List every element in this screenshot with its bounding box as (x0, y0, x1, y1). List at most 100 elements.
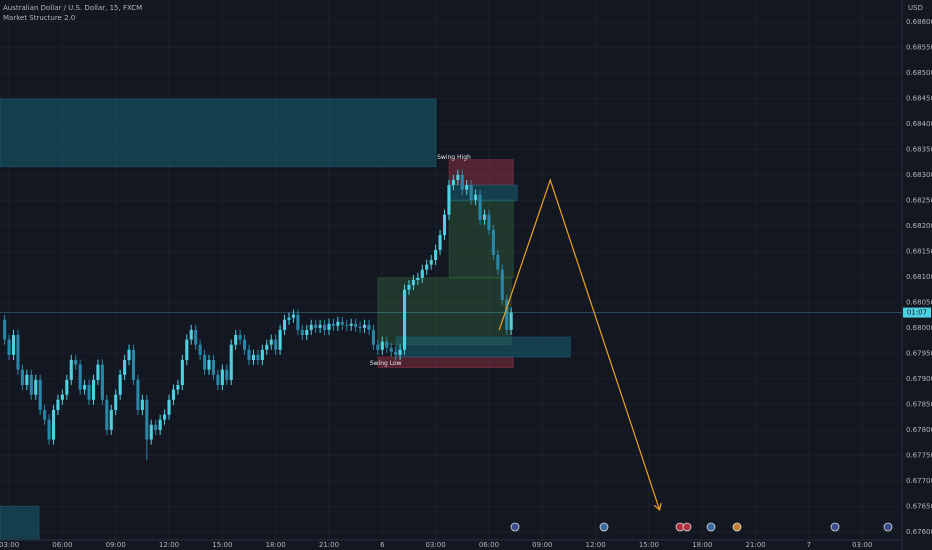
candle-body (225, 369, 229, 380)
price-label: 01:07 (907, 309, 927, 317)
candle-body (251, 354, 256, 360)
x-tick-label: 09:00 (106, 541, 126, 549)
x-tick-label: 18:00 (692, 541, 712, 549)
x-tick-label: 09:00 (532, 541, 552, 549)
candle-body (140, 399, 144, 410)
candle-body (203, 354, 207, 370)
candle-body (305, 329, 309, 336)
chart-title: Australian Dollar / U.S. Dollar, 15, FXC… (3, 4, 142, 12)
candle-body (43, 409, 47, 420)
candle-body (274, 339, 278, 350)
candle-body (482, 214, 487, 220)
candle-body (465, 185, 469, 190)
candle-body (51, 409, 56, 440)
arrow-head (653, 502, 662, 512)
candle-body (291, 314, 295, 318)
candle-body (163, 414, 167, 420)
candle-body (87, 384, 91, 400)
candle-body (434, 249, 438, 261)
candle-body (447, 185, 451, 215)
candle-body (243, 339, 247, 350)
x-tick-label: 03:00 (426, 541, 446, 549)
candle-body (362, 324, 367, 328)
candle-body (505, 299, 509, 330)
candle-body (469, 185, 473, 200)
candle-body (234, 335, 238, 345)
zone (0, 98, 437, 168)
candle-body (442, 214, 447, 236)
candle-body (358, 326, 362, 328)
candle-body (74, 360, 78, 365)
event-icon[interactable] (682, 522, 692, 532)
candle-body (309, 324, 313, 330)
candle-body (296, 314, 300, 330)
candle-body (416, 277, 420, 280)
x-tick-label: 7 (807, 541, 811, 549)
candle-body (131, 349, 136, 380)
x-tick-label: 12:00 (159, 541, 179, 549)
indicator-name: Market Structure 2.0 (3, 14, 75, 22)
candle-body (158, 419, 162, 430)
candle-body (389, 347, 393, 352)
candle-body (229, 344, 233, 380)
event-icon[interactable] (830, 522, 840, 532)
candle-body (331, 323, 335, 326)
candle-body (29, 374, 33, 395)
event-icon[interactable] (599, 522, 609, 532)
candle-body (238, 335, 242, 340)
candle-body (47, 419, 51, 440)
projection-path (498, 178, 661, 511)
zone (448, 184, 518, 202)
candle-body (3, 319, 7, 340)
candle-body (211, 360, 216, 375)
candle-body (127, 349, 131, 360)
candle-body (118, 374, 122, 395)
candle-body (56, 399, 60, 410)
event-icon[interactable] (732, 522, 742, 532)
zone (377, 356, 514, 369)
event-icon[interactable] (883, 522, 893, 532)
candle-body (371, 329, 375, 345)
candle-body (38, 379, 42, 410)
candle-body (322, 324, 327, 330)
event-icon[interactable] (706, 522, 716, 532)
candle-body (407, 285, 411, 290)
candle-body (376, 344, 380, 350)
candle-body (398, 349, 402, 355)
candle-body (336, 321, 340, 326)
candle-body (402, 289, 407, 350)
candle-body (260, 349, 264, 360)
candle-body (105, 399, 109, 430)
candle-body (394, 351, 398, 355)
x-tick-label: 18:00 (266, 541, 286, 549)
candle-body (318, 324, 322, 328)
candle-body (354, 323, 358, 327)
event-icon[interactable] (510, 522, 520, 532)
event-icons (510, 522, 893, 532)
candle-body (429, 260, 433, 265)
candle-body (451, 180, 455, 186)
candle-body (269, 339, 273, 345)
x-tick-label: 15:00 (212, 541, 232, 549)
x-tick-label: 03:00 (0, 541, 19, 549)
candle-body (20, 369, 24, 385)
candle-body (282, 319, 287, 330)
